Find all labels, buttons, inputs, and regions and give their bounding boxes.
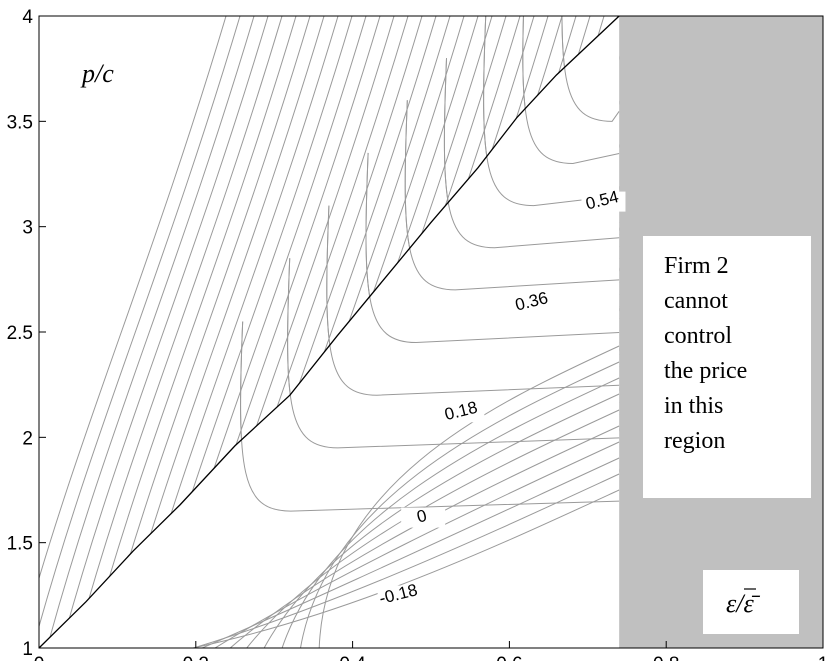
contour-label: 0 bbox=[415, 506, 429, 527]
contour-line bbox=[522, 16, 620, 164]
x-tick-label: 0.6 bbox=[496, 654, 522, 661]
contour-line bbox=[39, 16, 227, 580]
y-tick-label: 3 bbox=[22, 218, 33, 239]
contour-line bbox=[287, 258, 620, 449]
annotation-line: the price bbox=[664, 358, 747, 384]
x-tick-label: 0.4 bbox=[339, 654, 366, 661]
y-tick-label: 4 bbox=[22, 7, 33, 28]
contour-line bbox=[443, 58, 620, 249]
contour-line bbox=[483, 16, 620, 207]
x-tick-label: 0 bbox=[34, 654, 45, 661]
contour-label-bg bbox=[440, 402, 485, 423]
y-axis-label: p/c bbox=[80, 59, 114, 88]
y-tick-label: 3.5 bbox=[7, 112, 33, 133]
x-tick-label: 1 bbox=[818, 654, 829, 661]
annotation-line: region bbox=[664, 428, 725, 454]
contour-labels: 0.540.360.180-0.18 bbox=[377, 187, 626, 608]
y-tick-label: 2.5 bbox=[7, 323, 33, 344]
interior-region bbox=[39, 16, 620, 648]
contour-line bbox=[74, 16, 283, 648]
contour-line bbox=[365, 152, 620, 344]
contour-line bbox=[326, 205, 620, 396]
contour-line bbox=[281, 377, 620, 648]
boundary-line bbox=[38, 15, 620, 649]
x-tick-label: 0.8 bbox=[653, 654, 679, 661]
contour-line bbox=[39, 16, 241, 629]
annotation-text: Firm 2 cannot control the price in this regio… bbox=[664, 253, 747, 454]
y-tick-label: 2 bbox=[22, 428, 33, 449]
annotation-box bbox=[643, 236, 811, 498]
y-tick-label: 1.5 bbox=[7, 534, 33, 555]
annotation-line: Firm 2 bbox=[664, 253, 729, 279]
contour-line bbox=[229, 425, 620, 648]
annotation-line: control bbox=[664, 323, 732, 349]
y-axis-ticks: 1 1.5 2 2.5 3 3.5 4 bbox=[7, 7, 46, 660]
contour-line bbox=[263, 393, 620, 648]
ylabel-box bbox=[58, 30, 166, 114]
annotation-line: cannot bbox=[664, 288, 728, 314]
contour-line bbox=[404, 100, 620, 291]
contour-line bbox=[214, 441, 620, 648]
contour-line bbox=[60, 16, 269, 648]
contour-label-bg bbox=[510, 292, 555, 313]
contour-line bbox=[200, 457, 620, 648]
x-tick-label: 0.2 bbox=[183, 654, 209, 661]
x-axis-ticks: 0 0.2 0.4 0.6 0.8 1 bbox=[34, 641, 829, 661]
contour-label-bg bbox=[401, 507, 446, 528]
contour-line bbox=[300, 361, 620, 648]
contour-label-bg bbox=[377, 585, 422, 606]
contour-line bbox=[318, 345, 620, 648]
contour-line bbox=[240, 321, 620, 512]
annotation-line: in this bbox=[664, 393, 723, 419]
contour-line bbox=[561, 16, 620, 122]
y-tick-label: 1 bbox=[22, 639, 33, 660]
contour-line bbox=[46, 16, 255, 648]
contour-label-bg bbox=[581, 191, 626, 212]
contour-line bbox=[88, 16, 297, 648]
xlabel-box bbox=[703, 570, 799, 634]
